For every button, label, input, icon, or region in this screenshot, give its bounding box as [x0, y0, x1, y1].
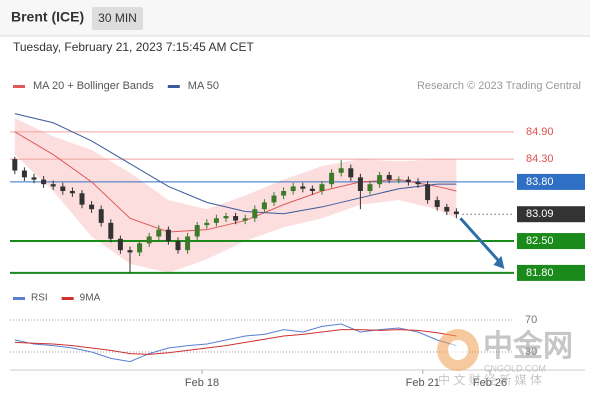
candle-body [252, 209, 258, 219]
candle-body [415, 181, 421, 185]
level-box [517, 264, 585, 281]
credit: Research © 2023 Trading Central [417, 80, 581, 92]
timestamp: Tuesday, February 21, 2023 7:15:45 AM CE… [13, 40, 254, 54]
level-box [517, 206, 585, 223]
candle-body [79, 193, 85, 205]
legend-swatch [167, 85, 180, 88]
candle-body [31, 177, 37, 180]
rsi-line [14, 329, 457, 355]
candle-body [453, 211, 459, 215]
candle-body [300, 186, 306, 189]
candle-body [41, 179, 47, 185]
candle-body [271, 195, 277, 203]
watermark-icon [448, 340, 468, 360]
level-label: 84.30 [526, 153, 554, 165]
candle-body [175, 241, 181, 251]
candle-body [434, 200, 440, 207]
level-label: 81.80 [526, 267, 554, 279]
legend-swatch [61, 297, 74, 300]
candle-body [108, 222, 114, 239]
candle-body [146, 236, 152, 244]
watermark-site: CNGOLD.COM [484, 363, 546, 373]
ma-line [14, 113, 457, 215]
candle-body [50, 184, 56, 187]
watermark-logo: 中金网 [483, 329, 573, 363]
candle-body [137, 243, 143, 253]
candle-body [367, 184, 373, 191]
x-tick-label: Feb 21 [406, 377, 440, 389]
legend-label: MA 20 + Bollinger Bands [33, 80, 154, 92]
candle-body [377, 175, 383, 185]
candle-body [396, 179, 402, 181]
target-arrowhead [493, 255, 505, 269]
legend-swatch [13, 297, 25, 300]
interval[interactable]: 30 MIN [98, 11, 137, 25]
x-tick-label: Feb 26 [473, 377, 507, 389]
level-label: 83.80 [526, 176, 554, 188]
candle-body [233, 216, 239, 221]
candle-body [348, 168, 354, 178]
candle-body [319, 184, 325, 191]
level-label: 82.50 [526, 235, 554, 247]
level-label: 84.90 [526, 126, 554, 138]
candle-body [204, 222, 210, 226]
candle-body [156, 229, 162, 237]
watermark: 中金网 CNGOLD.COM 中 文 财 经 新 媒 体 [437, 329, 573, 387]
candle-body [185, 236, 191, 251]
interval-badge[interactable] [92, 7, 143, 30]
candle-body [338, 168, 344, 173]
x-tick-label: Feb 18 [185, 377, 219, 389]
candle-body [329, 172, 335, 185]
candle-body [194, 225, 200, 237]
legend-label: RSI [31, 293, 48, 304]
legend-label: MA 50 [188, 80, 219, 92]
candle-body [444, 206, 450, 212]
candle-body [242, 218, 248, 221]
candle-body [60, 186, 66, 191]
level-box [517, 173, 585, 190]
candle-body [21, 170, 27, 178]
rsi-line [14, 323, 457, 363]
candle-body [386, 175, 392, 180]
watermark-tagline: 中 文 财 经 新 媒 体 [438, 372, 542, 387]
candle-body [12, 159, 18, 171]
header-bar [0, 0, 590, 36]
candle-body [357, 177, 363, 191]
candle-body [165, 229, 171, 242]
target-arrow [459, 217, 503, 265]
legend-swatch [13, 85, 25, 88]
candle-body [69, 191, 75, 194]
candle-body [281, 191, 287, 196]
level-label: 83.09 [526, 208, 554, 220]
candle-body [98, 209, 104, 223]
rsi-tick-label: 30 [525, 346, 537, 358]
candle-body [127, 250, 133, 253]
level-box [517, 233, 585, 250]
rsi-tick-label: 70 [525, 314, 537, 326]
candle-body [223, 216, 229, 219]
candle-body [89, 204, 95, 210]
candle-body [117, 238, 123, 251]
candle-body [425, 184, 431, 201]
candle-body [213, 218, 219, 223]
candle-body [309, 188, 315, 191]
legend-label: 9MA [80, 293, 101, 304]
candle-body [405, 179, 411, 182]
candle-body [261, 202, 267, 210]
candle-body [290, 186, 296, 191]
bollinger-band [14, 118, 457, 273]
title: Brent (ICE) [11, 9, 84, 25]
